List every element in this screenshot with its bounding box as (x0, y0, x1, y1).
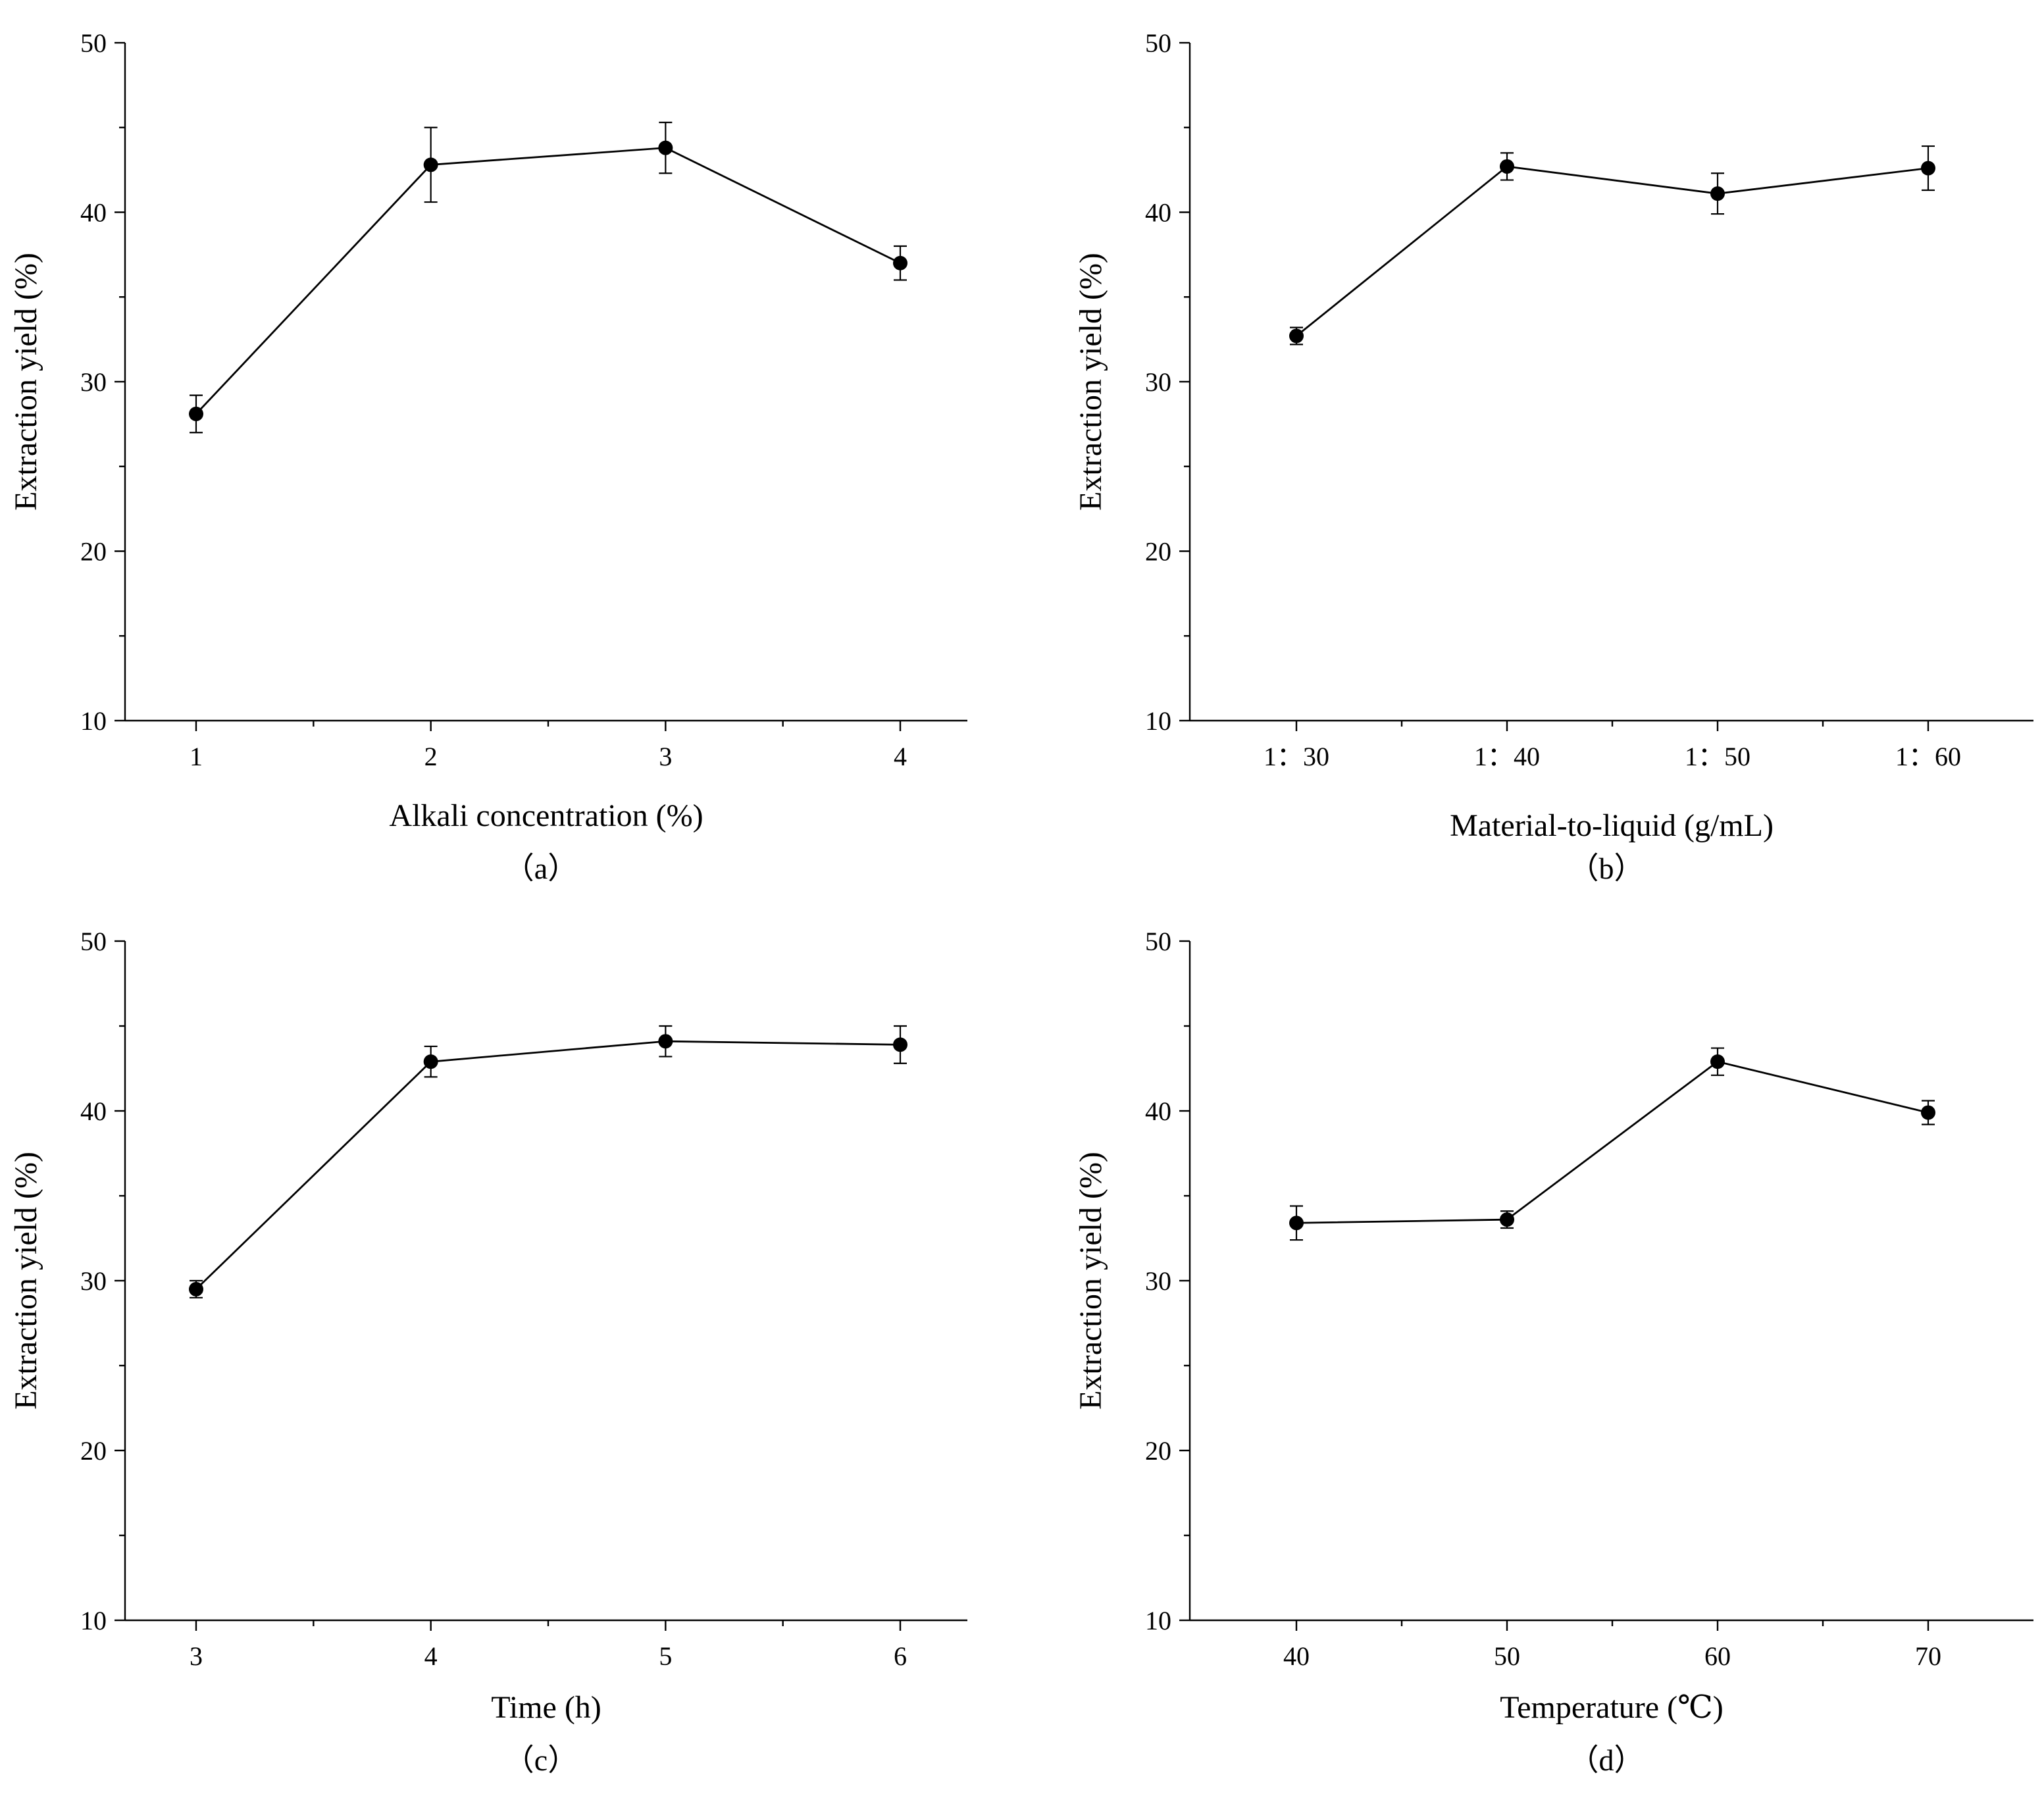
x-tick-label: 5 (659, 1641, 672, 1671)
x-tick-label: 50 (1494, 1641, 1520, 1671)
data-point (189, 406, 203, 421)
data-point (1500, 159, 1514, 174)
y-tick-label: 30 (1145, 1266, 1171, 1296)
y-tick-label: 50 (80, 28, 107, 58)
y-tick-label: 20 (1145, 537, 1171, 567)
data-point (658, 140, 673, 155)
chart-panel-1: 10 20 30 40 50 1 2 3 4 Extraction yield (%) Alkali… (9, 28, 967, 885)
series-line (1296, 1060, 1929, 1224)
data-point (423, 1054, 438, 1069)
data-point (1500, 1212, 1514, 1227)
x-tick-label: 70 (1915, 1641, 1941, 1671)
data-point (1289, 328, 1304, 344)
x-tick-label: 4 (424, 1641, 438, 1671)
data-point (423, 157, 438, 172)
y-tick-label: 20 (80, 537, 107, 567)
data-point (893, 1037, 907, 1052)
x-tick-label: 2 (424, 742, 438, 771)
panel-label: （a） (504, 852, 578, 885)
x-tick-label: 1：30 (1264, 742, 1329, 771)
data-point (893, 255, 907, 270)
x-axis-title: Temperature (℃) (1500, 1690, 1724, 1725)
data-point (658, 1034, 673, 1049)
data-point (1921, 161, 1935, 176)
data-point (1921, 1105, 1935, 1120)
y-tick-label: 10 (1145, 706, 1171, 736)
x-axis-title: Alkali concentration (%) (389, 798, 703, 833)
y-axis-title: Extraction yield (%) (1073, 1152, 1108, 1410)
y-tick-label: 10 (80, 706, 107, 736)
x-tick-label: 1：40 (1474, 742, 1540, 771)
y-axis-title: Extraction yield (%) (9, 1152, 43, 1410)
x-tick-label: 1：50 (1685, 742, 1750, 771)
x-axis-title: Material-to-liquid (g/mL) (1450, 808, 1774, 843)
data-point (1710, 1054, 1725, 1069)
x-tick-label: 3 (190, 1641, 203, 1671)
series-line (195, 1040, 901, 1290)
panel-label: （b） (1569, 852, 1645, 885)
y-tick-label: 30 (1145, 367, 1171, 397)
data-point (1710, 186, 1725, 201)
x-tick-label: 6 (894, 1641, 907, 1671)
y-tick-label: 40 (80, 198, 107, 228)
y-tick-label: 50 (80, 927, 107, 956)
y-tick-label: 50 (1145, 28, 1171, 58)
data-point (1289, 1216, 1304, 1231)
x-tick-label: 4 (894, 742, 907, 771)
chart-panel-2: 10 20 30 40 50 1：30 1：40 1：50 1：60 Extraction yie… (1073, 28, 2033, 885)
x-axis-title: Time (h) (491, 1690, 601, 1725)
y-tick-label: 30 (80, 1266, 107, 1296)
x-tick-label: 60 (1704, 1641, 1731, 1671)
chart-panel-3: 10 20 30 40 50 3 4 5 6 Extraction yield (%) Time (… (9, 927, 967, 1777)
y-tick-label: 40 (1145, 198, 1171, 228)
y-tick-label: 30 (80, 367, 107, 397)
data-point (189, 1281, 203, 1296)
x-tick-label: 1 (190, 742, 203, 771)
panel-label: （d） (1569, 1743, 1645, 1777)
y-tick-label: 10 (1145, 1606, 1171, 1635)
chart-panel-4: 10 20 30 40 50 40 50 60 70 Extraction yield (%) Te… (1073, 927, 2033, 1777)
series-line (195, 147, 901, 415)
x-tick-label: 40 (1283, 1641, 1310, 1671)
x-tick-label: 1：60 (1895, 742, 1961, 771)
y-tick-label: 50 (1145, 927, 1171, 956)
panel-label: （c） (504, 1743, 578, 1777)
series-line (1296, 165, 1929, 337)
y-tick-label: 40 (80, 1096, 107, 1126)
y-tick-label: 20 (80, 1436, 107, 1466)
y-axis-title: Extraction yield (%) (9, 253, 43, 511)
y-tick-label: 10 (80, 1606, 107, 1635)
x-tick-label: 3 (659, 742, 672, 771)
y-axis-title: Extraction yield (%) (1073, 253, 1108, 511)
y-tick-label: 40 (1145, 1096, 1171, 1126)
y-tick-label: 20 (1145, 1436, 1171, 1466)
